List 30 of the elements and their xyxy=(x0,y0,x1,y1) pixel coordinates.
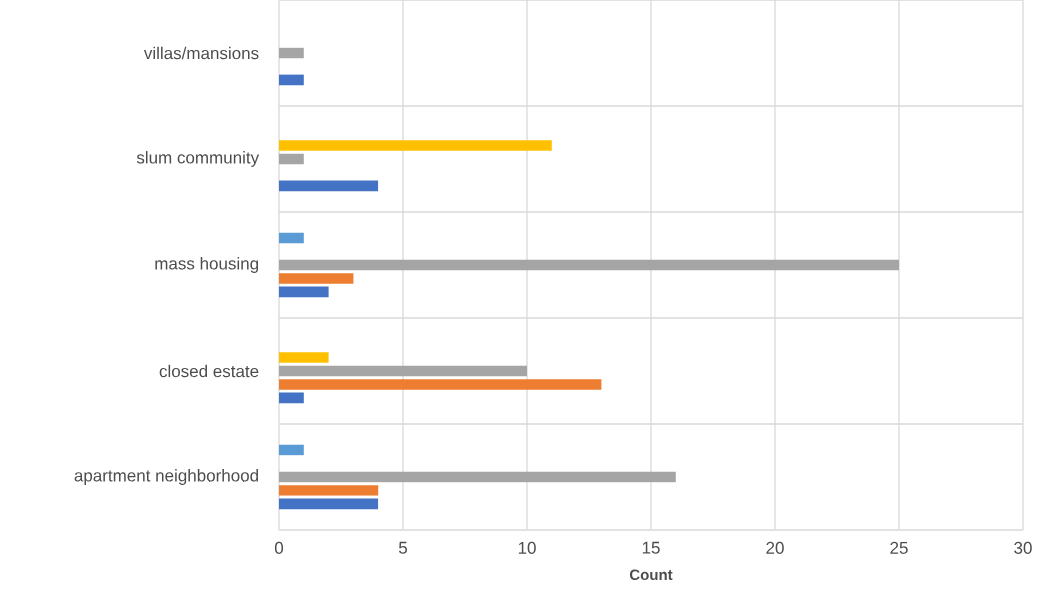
bar xyxy=(279,273,354,284)
x-axis-title: Count xyxy=(629,569,673,581)
bar xyxy=(279,498,379,510)
bar xyxy=(279,180,379,192)
x-tick-label: 20 xyxy=(766,541,784,554)
y-tick-label: closed estate xyxy=(159,364,259,378)
bar xyxy=(279,379,602,390)
x-tick-label: 5 xyxy=(398,541,408,554)
x-tick-label: 30 xyxy=(1014,541,1032,554)
bar xyxy=(279,485,379,496)
bar xyxy=(279,74,304,86)
bar xyxy=(279,140,552,151)
bar xyxy=(279,153,304,165)
y-tick-label: mass housing xyxy=(155,257,259,273)
y-tick-label: slum community xyxy=(136,151,260,167)
y-tick-label: apartment neighborhood xyxy=(74,469,258,485)
x-tick-label: 0 xyxy=(274,541,284,554)
x-tick-label: 25 xyxy=(890,541,908,554)
bar xyxy=(279,392,304,404)
bar xyxy=(279,352,329,363)
x-tick-label: 10 xyxy=(518,541,536,554)
y-tick-label: villas/mansions xyxy=(143,46,259,60)
bar xyxy=(279,471,676,483)
bar xyxy=(279,232,304,244)
bar xyxy=(279,365,527,377)
bar xyxy=(279,286,329,298)
bar xyxy=(279,259,899,271)
bar xyxy=(279,47,304,59)
x-tick-label: 15 xyxy=(642,541,660,554)
bar xyxy=(279,444,304,456)
